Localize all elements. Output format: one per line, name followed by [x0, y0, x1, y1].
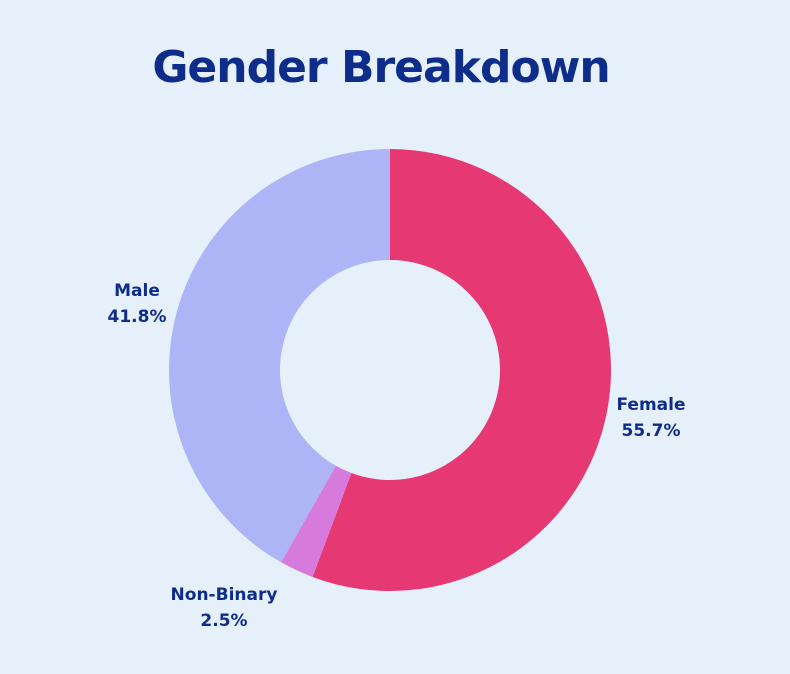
chart-title: Gender Breakdown [152, 42, 610, 93]
donut-slice-male [168, 149, 390, 563]
slice-label-male: Male 41.8% [92, 278, 182, 330]
slice-label-non-binary-name: Non-Binary [170, 585, 278, 605]
slice-label-non-binary: Non-Binary 2.5% [156, 582, 292, 634]
slice-label-female-value: 55.7% [621, 421, 681, 441]
slice-label-non-binary-value: 2.5% [200, 611, 248, 631]
donut-slice-non-binary [281, 465, 352, 577]
slice-label-female-name: Female [616, 395, 686, 415]
slice-label-female: Female 55.7% [598, 392, 704, 444]
slice-label-male-name: Male [114, 281, 160, 301]
donut-slice-female [312, 149, 611, 591]
slice-label-male-value: 41.8% [107, 307, 167, 327]
